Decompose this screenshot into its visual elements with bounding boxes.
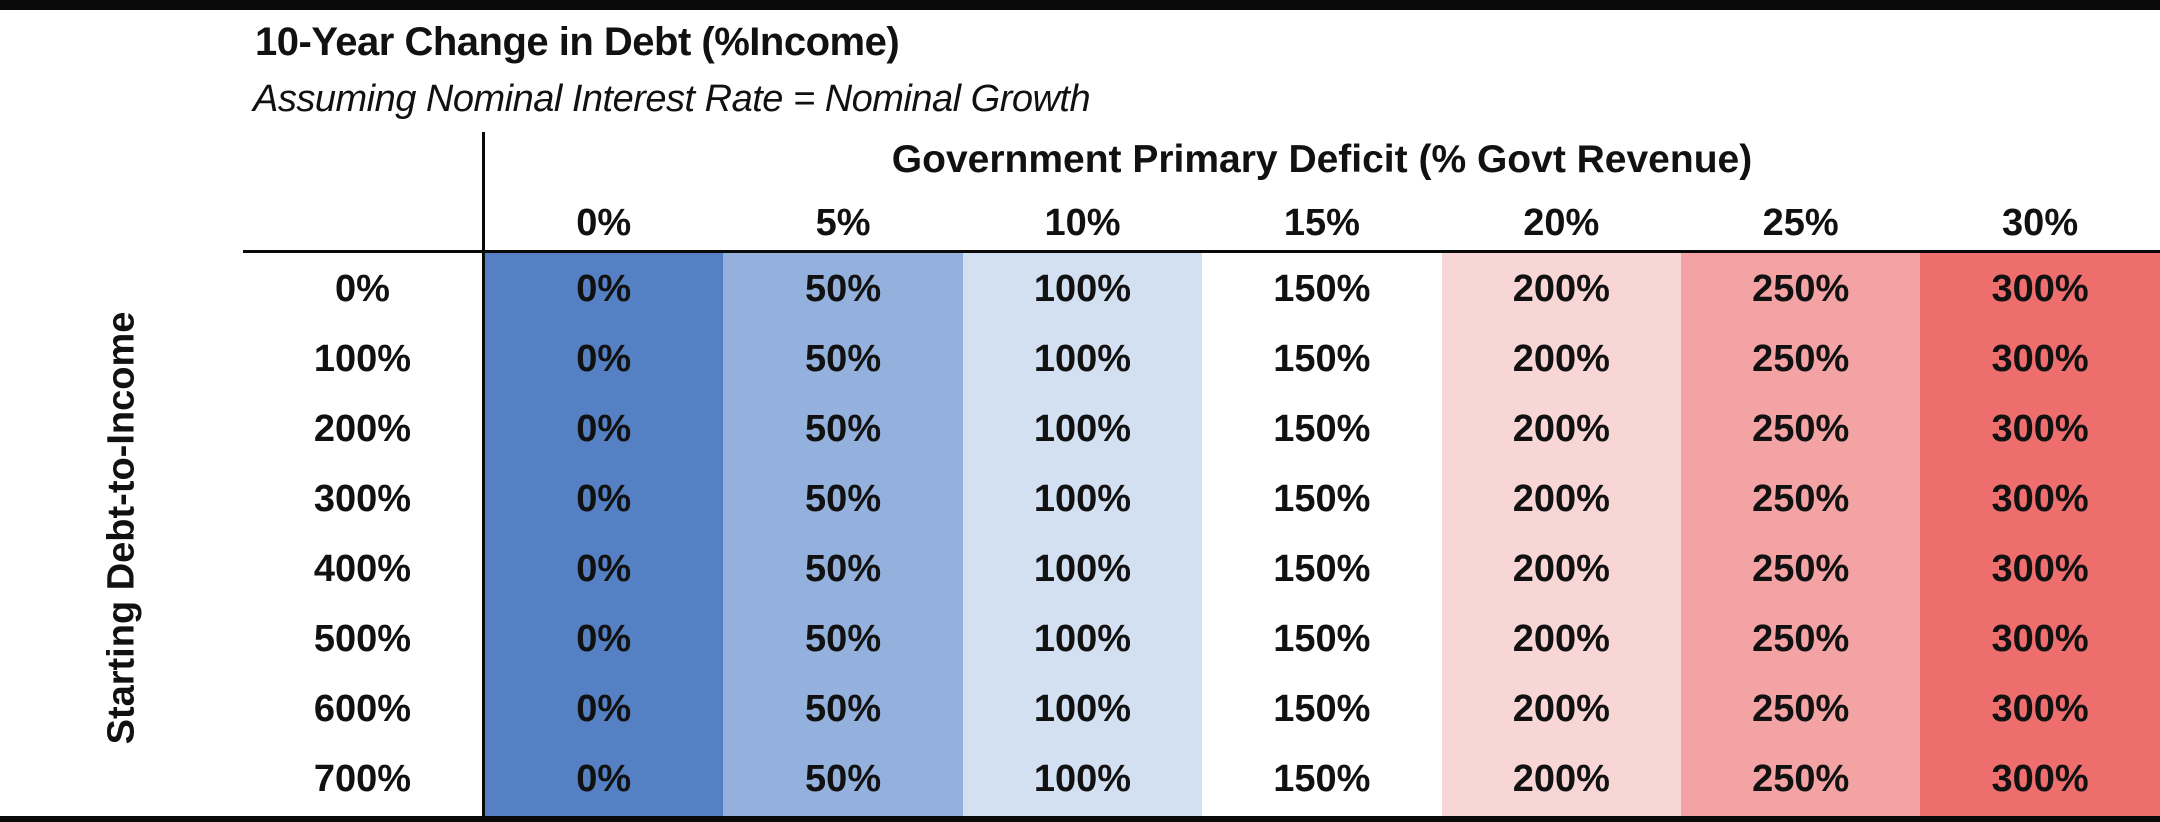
heatmap-cell: 50% xyxy=(805,758,882,800)
column-color-band xyxy=(723,253,964,816)
heatmap-cell: 200% xyxy=(1512,408,1610,450)
column-header: 15% xyxy=(1283,202,1360,244)
column-color-band xyxy=(962,253,1204,816)
column-header: 25% xyxy=(1762,202,1839,244)
heatmap-cell: 200% xyxy=(1512,548,1610,590)
column-header: 10% xyxy=(1044,202,1121,244)
column-color-band xyxy=(1681,253,1922,816)
heatmap-cell: 300% xyxy=(1991,548,2089,590)
row-label: 0% xyxy=(335,268,390,310)
heatmap-cell: 300% xyxy=(1991,618,2089,660)
row-label: 500% xyxy=(313,618,412,660)
heatmap-cell: 200% xyxy=(1512,338,1610,380)
column-axis-title: Government Primary Deficit (% Govt Reven… xyxy=(891,138,1753,181)
heatmap-cell: 0% xyxy=(576,688,632,730)
row-label: 700% xyxy=(313,758,412,800)
heatmap-cell: 0% xyxy=(576,758,632,800)
heatmap-cell: 200% xyxy=(1512,268,1610,310)
heatmap-cell: 250% xyxy=(1752,408,1850,450)
heatmap-cell: 100% xyxy=(1033,688,1132,730)
column-color-band xyxy=(1202,253,1443,816)
row-label: 300% xyxy=(313,478,412,520)
column-header: 30% xyxy=(2002,202,2079,244)
heatmap-cell: 150% xyxy=(1273,338,1371,380)
heatmap-cell: 50% xyxy=(805,338,882,380)
heatmap-cell: 150% xyxy=(1273,478,1371,520)
heatmap-cell: 250% xyxy=(1752,758,1850,800)
column-color-band xyxy=(1441,253,1682,816)
heatmap-cell: 300% xyxy=(1991,408,2089,450)
heatmap-cell: 150% xyxy=(1273,758,1371,800)
row-label: 600% xyxy=(313,688,412,730)
heatmap-cell: 0% xyxy=(576,618,632,660)
heatmap-cell: 50% xyxy=(805,688,882,730)
heatmap-cell: 250% xyxy=(1752,478,1850,520)
heatmap-cell: 50% xyxy=(805,548,882,590)
heatmap-cell: 300% xyxy=(1991,478,2089,520)
heatmap-cell: 50% xyxy=(805,408,882,450)
heatmap-cell: 0% xyxy=(576,408,632,450)
heatmap-cell: 100% xyxy=(1033,478,1132,520)
heatmap-cell: 100% xyxy=(1033,408,1132,450)
column-header: 0% xyxy=(576,202,632,244)
heatmap-cell: 200% xyxy=(1512,478,1610,520)
row-label: 200% xyxy=(313,408,412,450)
column-color-band xyxy=(1920,253,2160,816)
heatmap-cell: 250% xyxy=(1752,268,1850,310)
row-axis-title: Starting Debt-to-Income xyxy=(100,311,143,745)
heatmap-cell: 100% xyxy=(1033,618,1132,660)
heatmap-cell: 250% xyxy=(1752,548,1850,590)
heatmap-cell: 250% xyxy=(1752,618,1850,660)
heatmap-cell: 100% xyxy=(1033,268,1132,310)
column-header: 20% xyxy=(1523,202,1600,244)
chart-title: 10-Year Change in Debt (%Income) xyxy=(255,20,900,64)
top-border xyxy=(0,0,2160,10)
heatmap-cell: 200% xyxy=(1512,618,1610,660)
column-header: 5% xyxy=(815,202,871,244)
heatmap-cell: 0% xyxy=(576,338,632,380)
heatmap-cell: 100% xyxy=(1033,548,1132,590)
heatmap-cell: 50% xyxy=(805,268,882,310)
bottom-border xyxy=(0,816,2160,822)
heatmap-cell: 150% xyxy=(1273,688,1371,730)
heatmap-cell: 250% xyxy=(1752,688,1850,730)
heatmap-cell: 300% xyxy=(1991,688,2089,730)
heatmap-cell: 150% xyxy=(1273,268,1371,310)
heatmap-cell: 50% xyxy=(805,478,882,520)
heatmap-cell: 300% xyxy=(1991,758,2089,800)
row-label: 400% xyxy=(313,548,412,590)
heatmap-cell: 0% xyxy=(576,548,632,590)
heatmap-cell: 0% xyxy=(576,478,632,520)
chart-subtitle: Assuming Nominal Interest Rate = Nominal… xyxy=(253,78,1091,120)
heatmap-cell: 0% xyxy=(576,268,632,310)
heatmap-cell: 200% xyxy=(1512,758,1610,800)
column-color-band xyxy=(484,253,725,816)
heatmap-cell: 200% xyxy=(1512,688,1610,730)
heatmap-cell: 300% xyxy=(1991,268,2089,310)
column-header-divider xyxy=(243,250,2160,253)
heatmap-cell: 300% xyxy=(1991,338,2089,380)
row-header-divider xyxy=(482,132,485,816)
row-label: 100% xyxy=(313,338,412,380)
heatmap-cell: 150% xyxy=(1273,618,1371,660)
heatmap-cell: 250% xyxy=(1752,338,1850,380)
heatmap-cell: 100% xyxy=(1033,758,1132,800)
heatmap-cell: 150% xyxy=(1273,548,1371,590)
heatmap-cell: 100% xyxy=(1033,338,1132,380)
heatmap-cell: 150% xyxy=(1273,408,1371,450)
heatmap-cell: 50% xyxy=(805,618,882,660)
